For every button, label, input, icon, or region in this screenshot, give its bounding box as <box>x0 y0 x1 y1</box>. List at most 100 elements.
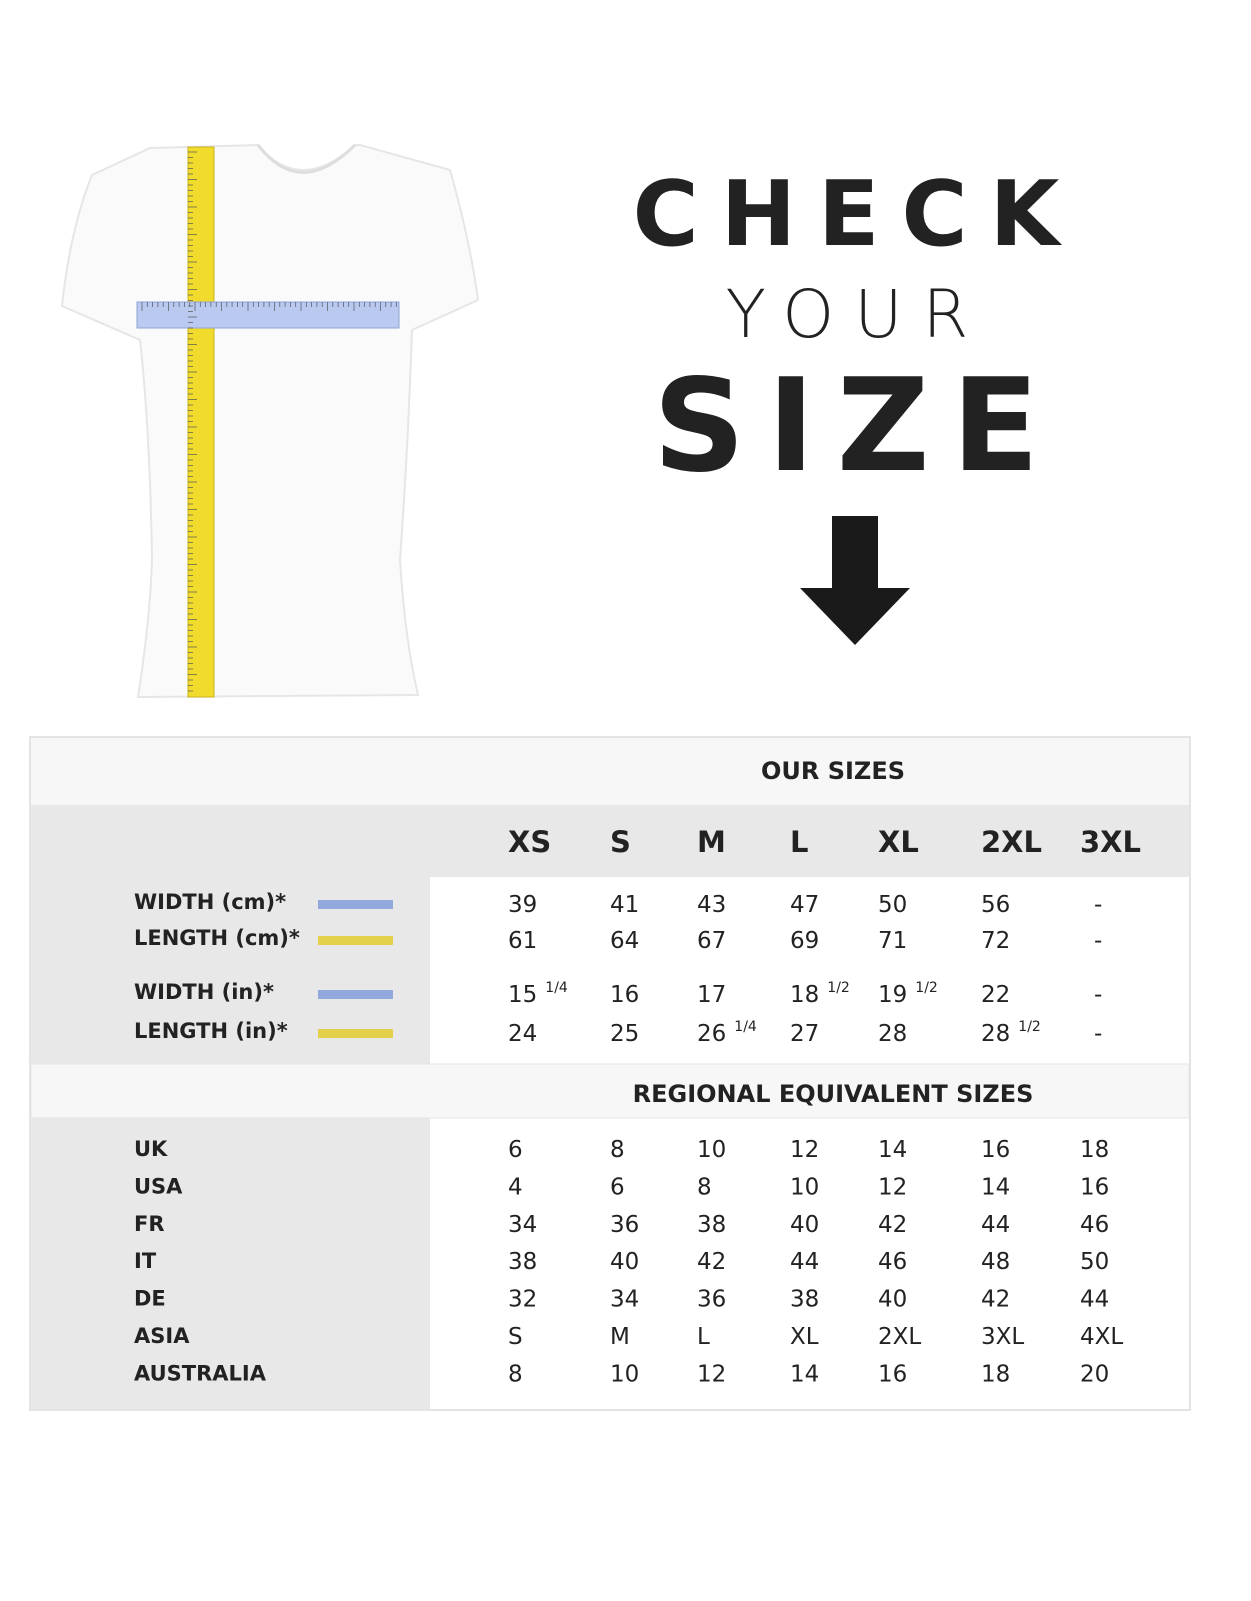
cell: 14 <box>878 1137 907 1163</box>
cell: 40 <box>878 1287 907 1313</box>
cell: 17 <box>697 982 726 1008</box>
label-column <box>31 1118 430 1409</box>
cell: 32 <box>508 1287 537 1313</box>
cell: 34 <box>508 1212 537 1238</box>
cell: 28 1/2 <box>981 1019 1041 1047</box>
cell: 26 1/4 <box>697 1019 757 1047</box>
tape-ticks <box>141 151 397 692</box>
cell: 16 <box>1080 1174 1109 1200</box>
color-swatch <box>318 990 393 999</box>
row-label: DE <box>134 1287 166 1311</box>
cell: 4 <box>508 1174 523 1200</box>
t-shirt <box>60 143 480 699</box>
row-label: IT <box>134 1249 157 1273</box>
cell: 8 <box>697 1174 712 1200</box>
size-header: 3XL <box>1080 825 1141 859</box>
size-header: M <box>697 825 726 859</box>
cell: - <box>1094 982 1102 1008</box>
cell: 4XL <box>1080 1324 1123 1350</box>
cell: 16 <box>610 982 639 1008</box>
cell: 16 <box>981 1137 1010 1163</box>
cell: 50 <box>878 892 907 918</box>
row-label: LENGTH (in)* <box>134 1019 288 1043</box>
cell: 16 <box>878 1361 907 1387</box>
cell-main: 26 <box>697 1021 726 1047</box>
size-band <box>31 805 1189 877</box>
cell: 3XL <box>981 1324 1024 1350</box>
cell: 18 <box>1080 1137 1109 1163</box>
cell: 18 1/2 <box>790 980 850 1008</box>
row-label: USA <box>134 1174 183 1198</box>
size-header: XL <box>878 825 919 859</box>
size-header: S <box>610 825 631 859</box>
cell-fraction: 1/4 <box>545 980 568 996</box>
cell: 18 <box>981 1361 1010 1387</box>
title-check: CHECK <box>633 162 1082 267</box>
cell: 14 <box>981 1174 1010 1200</box>
cell: XL <box>790 1324 819 1350</box>
color-swatch <box>318 900 393 909</box>
size-header: L <box>790 825 808 859</box>
row-label: WIDTH (in)* <box>134 980 274 1004</box>
cell: 6 <box>610 1174 625 1200</box>
cell-fraction: 1/2 <box>827 980 850 996</box>
cell: 40 <box>610 1249 639 1275</box>
cell: - <box>1094 1021 1102 1047</box>
cell: 14 <box>790 1361 819 1387</box>
regional-band <box>30 1063 1190 1119</box>
cell: 25 <box>610 1021 639 1047</box>
cell: 10 <box>790 1174 819 1200</box>
cell: 28 <box>878 1021 907 1047</box>
color-swatch <box>318 1029 393 1038</box>
cell: 71 <box>878 928 907 954</box>
cell: 50 <box>1080 1249 1109 1275</box>
header-band <box>31 738 1189 805</box>
cell: 43 <box>697 892 726 918</box>
row-label: ASIA <box>134 1324 190 1348</box>
cell: 10 <box>697 1137 726 1163</box>
cell: 41 <box>610 892 639 918</box>
cell: 44 <box>981 1212 1010 1238</box>
cell: 56 <box>981 892 1010 918</box>
table-cells: XS S M L XL 2XL 3XL WIDTH (cm)* 39 41 43 47 50 56 - LEN… <box>134 825 1141 1387</box>
cell: 12 <box>790 1137 819 1163</box>
cell: 22 <box>981 982 1010 1008</box>
cell: - <box>1094 892 1102 918</box>
cell-main: 28 <box>981 1021 1010 1047</box>
size-header: XS <box>508 825 551 859</box>
cell: L <box>697 1324 710 1350</box>
row-label: AUSTRALIA <box>134 1361 267 1385</box>
size-header: 2XL <box>981 825 1042 859</box>
cell: 44 <box>1080 1287 1109 1313</box>
cell-fraction: 1/2 <box>1018 1019 1041 1035</box>
row-label: LENGTH (cm)* <box>134 926 300 950</box>
cell: 20 <box>1080 1361 1109 1387</box>
cell: 12 <box>878 1174 907 1200</box>
section-title: REGIONAL EQUIVALENT SIZES <box>633 1080 1034 1108</box>
cell: 24 <box>508 1021 537 1047</box>
cell: 46 <box>878 1249 907 1275</box>
cell: 42 <box>878 1212 907 1238</box>
cell: - <box>1094 928 1102 954</box>
cell-main: 18 <box>790 982 819 1008</box>
section-title: OUR SIZES <box>761 757 905 785</box>
cell: M <box>610 1324 630 1350</box>
cell: 38 <box>508 1249 537 1275</box>
cell: 19 1/2 <box>878 980 938 1008</box>
cell: 36 <box>610 1212 639 1238</box>
cell-fraction: 1/4 <box>734 1019 757 1035</box>
cell: 39 <box>508 892 537 918</box>
down-arrow <box>800 516 910 645</box>
cell: 40 <box>790 1212 819 1238</box>
row-label: FR <box>134 1212 165 1236</box>
cell: 46 <box>1080 1212 1109 1238</box>
cell: 12 <box>697 1361 726 1387</box>
row-label: UK <box>134 1137 168 1161</box>
cell: 8 <box>508 1361 523 1387</box>
cell: S <box>508 1324 523 1350</box>
row-label: WIDTH (cm)* <box>134 890 286 914</box>
cell: 72 <box>981 928 1010 954</box>
cell: 38 <box>697 1212 726 1238</box>
